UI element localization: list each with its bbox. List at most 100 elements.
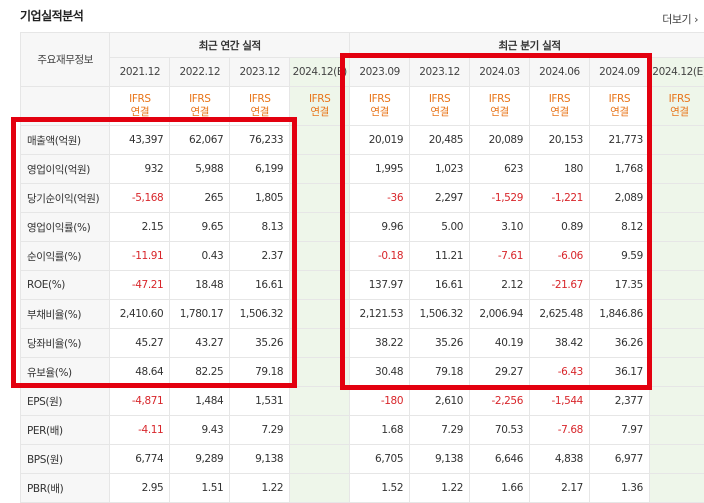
table-cell — [290, 329, 350, 358]
table-cell: 6,774 — [110, 445, 170, 474]
table-cell — [290, 445, 350, 474]
quarter-period-5: 2024.12(E) — [649, 58, 704, 87]
table-cell: 1.66 — [470, 474, 530, 503]
table-cell: 2,410.60 — [110, 300, 170, 329]
table-cell — [649, 387, 704, 416]
consolidated-text: 연결 — [650, 106, 704, 119]
table-cell — [649, 300, 704, 329]
table-cell: -36 — [350, 184, 410, 213]
table-cell — [649, 329, 704, 358]
table-cell: 2,089 — [589, 184, 649, 213]
table-cell: 9.96 — [350, 213, 410, 242]
table-cell: 18.48 — [170, 271, 230, 300]
table-cell — [290, 213, 350, 242]
quarter-period-2: 2024.03 — [470, 58, 530, 87]
ifrs-text: IFRS — [590, 93, 649, 106]
ifrs-text: IFRS — [290, 93, 349, 106]
table-cell: 9.59 — [589, 242, 649, 271]
table-cell — [290, 271, 350, 300]
table-cell: 1.22 — [410, 474, 470, 503]
more-link[interactable]: 더보기 › — [662, 11, 698, 27]
table-cell: -1,221 — [529, 184, 589, 213]
table-cell: 1,506.32 — [230, 300, 290, 329]
table-cell: 6,977 — [589, 445, 649, 474]
row-label: 영업이익(억원) — [21, 155, 110, 184]
table-cell: 2.37 — [230, 242, 290, 271]
table-cell: 0.43 — [170, 242, 230, 271]
quarter-period-0: 2023.09 — [350, 58, 410, 87]
consolidated-text: 연결 — [290, 106, 349, 119]
table-cell: -180 — [350, 387, 410, 416]
table-cell — [290, 474, 350, 503]
table-cell: 16.61 — [410, 271, 470, 300]
table-cell: 2.12 — [470, 271, 530, 300]
table-cell: 43,397 — [110, 126, 170, 155]
annual-period-3: 2024.12(E) — [290, 58, 350, 87]
table-cell — [290, 126, 350, 155]
quarter-period-3: 2024.06 — [529, 58, 589, 87]
table-cell — [649, 474, 704, 503]
table-cell: 21,773 — [589, 126, 649, 155]
consolidated-text: 연결 — [350, 106, 409, 119]
ifrs-text: IFRS — [170, 93, 229, 106]
table-cell — [649, 358, 704, 387]
table-cell: 1.22 — [230, 474, 290, 503]
table-cell: -47.21 — [110, 271, 170, 300]
consolidated-text: 연결 — [230, 106, 289, 119]
row-label: 유보율(%) — [21, 358, 110, 387]
table-cell: 36.17 — [589, 358, 649, 387]
table-cell: 1.36 — [589, 474, 649, 503]
table-cell: 0.89 — [529, 213, 589, 242]
row-label: BPS(원) — [21, 445, 110, 474]
row-label: 매출액(억원) — [21, 126, 110, 155]
table-cell: 7.29 — [410, 416, 470, 445]
consolidated-text: 연결 — [110, 106, 169, 119]
table-cell: 76,233 — [230, 126, 290, 155]
row-label: 당좌비율(%) — [21, 329, 110, 358]
table-cell: 6,646 — [470, 445, 530, 474]
table-cell: 7.97 — [589, 416, 649, 445]
table-cell — [649, 242, 704, 271]
table-cell: 6,199 — [230, 155, 290, 184]
table-cell: -7.68 — [529, 416, 589, 445]
table-cell: -6.43 — [529, 358, 589, 387]
table-cell: -6.06 — [529, 242, 589, 271]
row-label: 부채비율(%) — [21, 300, 110, 329]
table-cell: 48.64 — [110, 358, 170, 387]
table-cell: 17.35 — [589, 271, 649, 300]
table-cell: 9,289 — [170, 445, 230, 474]
table-cell: 9,138 — [230, 445, 290, 474]
row-label: PER(배) — [21, 416, 110, 445]
table-cell: 79.18 — [230, 358, 290, 387]
table-cell — [649, 271, 704, 300]
table-cell: 2.17 — [529, 474, 589, 503]
table-cell: 8.12 — [589, 213, 649, 242]
quarter-period-4: 2024.09 — [589, 58, 649, 87]
quarterly-group-header: 최근 분기 실적 — [350, 33, 704, 58]
section-title: 기업실적분석 — [20, 7, 83, 24]
table-cell — [290, 300, 350, 329]
table-cell: 4,838 — [529, 445, 589, 474]
table-cell: 1,846.86 — [589, 300, 649, 329]
table-cell: 2,610 — [410, 387, 470, 416]
annual-period-0: 2021.12 — [110, 58, 170, 87]
annual-group-header: 최근 연간 실적 — [110, 33, 350, 58]
consolidated-text: 연결 — [470, 106, 529, 119]
ifrs-corner — [21, 87, 110, 126]
table-cell: 38.42 — [529, 329, 589, 358]
table-cell: 9,138 — [410, 445, 470, 474]
table-cell: 623 — [470, 155, 530, 184]
